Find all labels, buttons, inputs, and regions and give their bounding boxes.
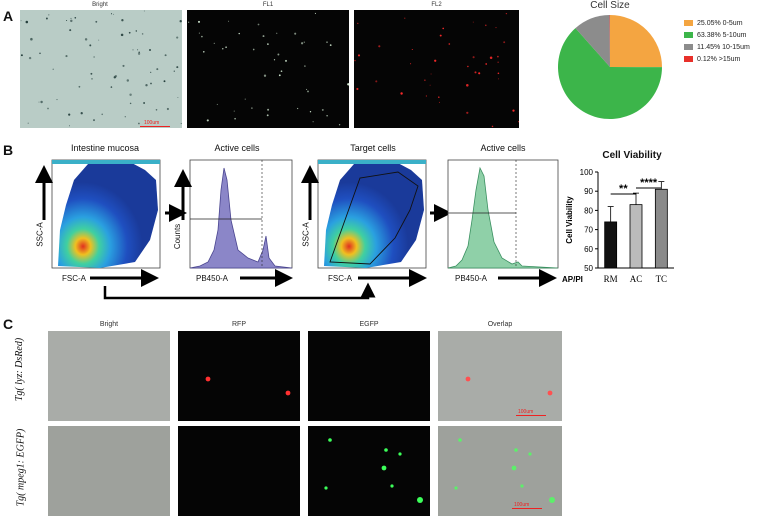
cell-size-pie-chart xyxy=(558,15,662,120)
y-tick-label: 60 xyxy=(584,245,593,254)
plot3-ylabel-text: SSC-A xyxy=(301,222,311,247)
fl2-image-label: FL2 xyxy=(431,2,442,8)
legend-item: 11.45% 10-15um xyxy=(684,44,750,51)
fl1-image xyxy=(187,10,349,128)
legend-swatch xyxy=(684,44,693,51)
pie-slice xyxy=(575,15,610,67)
y-axis-label: Cell Viability xyxy=(565,196,574,244)
legend-label: 0.12% >15um xyxy=(697,56,741,63)
pie-slice xyxy=(610,15,662,68)
scale-bar-c1-label: 100um xyxy=(518,409,534,415)
plot1-scatter xyxy=(51,159,161,269)
flow-cytometry-plots xyxy=(35,159,559,300)
x-tick-label: RM xyxy=(604,274,618,284)
y-tick-label: 80 xyxy=(584,206,593,215)
c-egfp-row2 xyxy=(308,426,430,516)
plot4-histogram xyxy=(447,159,559,269)
y-tick-label: 50 xyxy=(584,264,593,273)
connector-arrow xyxy=(103,282,376,300)
bright-image-label: Bright xyxy=(92,2,108,8)
fl2-cells xyxy=(354,12,519,128)
fl1-image-label: FL1 xyxy=(262,2,274,8)
plot4-xlabel-text: PB450-A xyxy=(455,274,488,283)
c-rfp-row2 xyxy=(178,426,300,516)
row-label-lyz: Tg( lyz: DsRed) xyxy=(14,337,26,402)
viability-title: Cell Viability xyxy=(602,150,662,161)
legend-swatch xyxy=(684,32,693,39)
panel-c-letter: C xyxy=(3,316,14,332)
x-tick-label: TC xyxy=(656,274,668,284)
scale-bar xyxy=(140,126,170,127)
plot1-ylabel-text: SSC-A xyxy=(35,222,45,247)
scale-bar-c2 xyxy=(512,508,542,509)
c-bright-row2 xyxy=(48,426,170,516)
c-overlap-row1: 100um xyxy=(438,331,562,421)
bright-field-cells xyxy=(20,10,182,127)
x-tick-label: AC xyxy=(630,274,643,284)
col-label-rfp: RFP xyxy=(232,321,246,328)
bar xyxy=(629,204,643,269)
panel-b-letter: B xyxy=(3,142,14,158)
significance-label: **** xyxy=(640,177,658,189)
legend-item: 0.12% >15um xyxy=(684,56,740,63)
y-tick-label: 90 xyxy=(584,187,593,196)
col-label-egfp: EGFP xyxy=(359,321,379,328)
row-label-mpeg1: Tg( mpeg1: EGFP) xyxy=(15,428,27,507)
cell-size-title: Cell Size xyxy=(590,0,630,11)
cell-size-legend: 25.05% 0-5um 63.38% 5-10um 11.45% 10-15um 0… xyxy=(684,20,766,70)
legend-label: 63.38% 5-10um xyxy=(697,32,747,39)
plot2-histogram xyxy=(189,159,293,269)
col-label-bright: Bright xyxy=(99,321,119,328)
bar xyxy=(654,188,668,269)
cell-viability-bar-chart: 50 60 70 80 90 100 Cell Viability RM AC TC AP/PI **… xyxy=(562,168,674,284)
c-egfp-row1 xyxy=(308,331,430,421)
legend-label: 11.45% 10-15um xyxy=(697,44,750,51)
c-overlap-row2: 100um xyxy=(438,426,562,516)
plot2-title: Active cells xyxy=(214,143,260,153)
legend-item: 63.38% 5-10um xyxy=(684,32,746,39)
col-label-overlap: Overlap xyxy=(487,321,513,328)
plot1-xlabel-text: FSC-A xyxy=(62,274,86,283)
y-tick-label: 70 xyxy=(584,226,593,235)
bar xyxy=(604,221,618,269)
c-bright-row1 xyxy=(48,331,170,421)
scale-bar-c2-label: 100um xyxy=(514,502,530,508)
x-axis-label: AP/PI xyxy=(562,275,583,284)
c-rfp-row1 xyxy=(178,331,300,421)
plot1-title: Intestine mucosa xyxy=(70,143,140,153)
y-tick-label: 100 xyxy=(580,168,594,177)
plot3-title: Target cells xyxy=(350,143,396,153)
plot2-xlabel-text: PB450-A xyxy=(196,274,229,283)
legend-item: 25.05% 0-5um xyxy=(684,20,743,27)
fl1-cells xyxy=(188,12,349,126)
legend-label: 25.05% 0-5um xyxy=(697,20,743,27)
pie-slice xyxy=(558,28,662,120)
legend-swatch xyxy=(684,56,693,63)
panel-a-letter: A xyxy=(3,8,14,24)
plot4-title: Active cells xyxy=(480,143,526,153)
plot2-ylabel-text: Counts xyxy=(173,223,183,250)
bright-field-image: 100um xyxy=(20,10,182,128)
scale-bar-label: 100um xyxy=(144,120,160,126)
significance-label: ** xyxy=(619,183,628,195)
legend-swatch xyxy=(684,20,693,27)
fl2-image xyxy=(354,10,519,128)
plot3-scatter xyxy=(317,159,427,269)
scale-bar-c1 xyxy=(516,415,546,416)
plot3-xlabel-text: FSC-A xyxy=(328,274,352,283)
